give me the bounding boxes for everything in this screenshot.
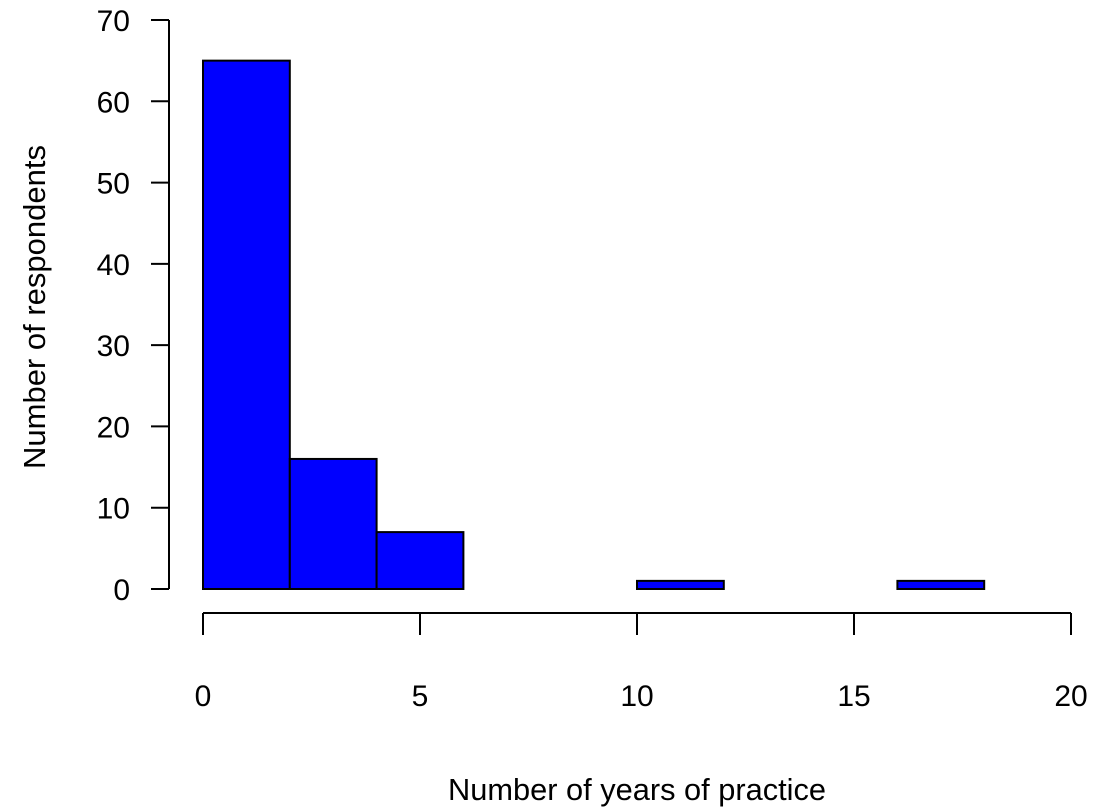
- y-tick-label-30: 30: [97, 330, 130, 363]
- x-tick-label-15: 15: [837, 680, 870, 713]
- x-tick-label-20: 20: [1054, 680, 1087, 713]
- histogram-bar-0-2: [202, 59, 291, 590]
- x-tick-label-10: 10: [620, 680, 653, 713]
- y-axis: 0 10 20 30 40 50 60 70: [97, 5, 170, 607]
- y-tick-label-0: 0: [113, 574, 130, 607]
- y-tick-label-60: 60: [97, 86, 130, 119]
- x-axis-title: Number of years of practice: [448, 772, 826, 807]
- y-tick-label-50: 50: [97, 168, 130, 201]
- histogram-bar-16-18: [896, 579, 986, 590]
- y-axis-title: Number of respondents: [17, 145, 52, 469]
- y-tick-label-40: 40: [97, 249, 130, 282]
- bars-group: [202, 59, 986, 591]
- x-tick-label-0: 0: [195, 680, 212, 713]
- histogram-bar-2-4: [288, 457, 378, 591]
- x-axis: 0 5 10 15 20: [195, 612, 1088, 713]
- histogram-bar-4-6: [375, 531, 465, 590]
- y-tick-label-10: 10: [97, 493, 130, 526]
- y-tick-label-70: 70: [97, 5, 130, 38]
- y-tick-label-20: 20: [97, 411, 130, 444]
- histogram-bar-10-12: [636, 579, 725, 590]
- x-tick-label-5: 5: [412, 680, 429, 713]
